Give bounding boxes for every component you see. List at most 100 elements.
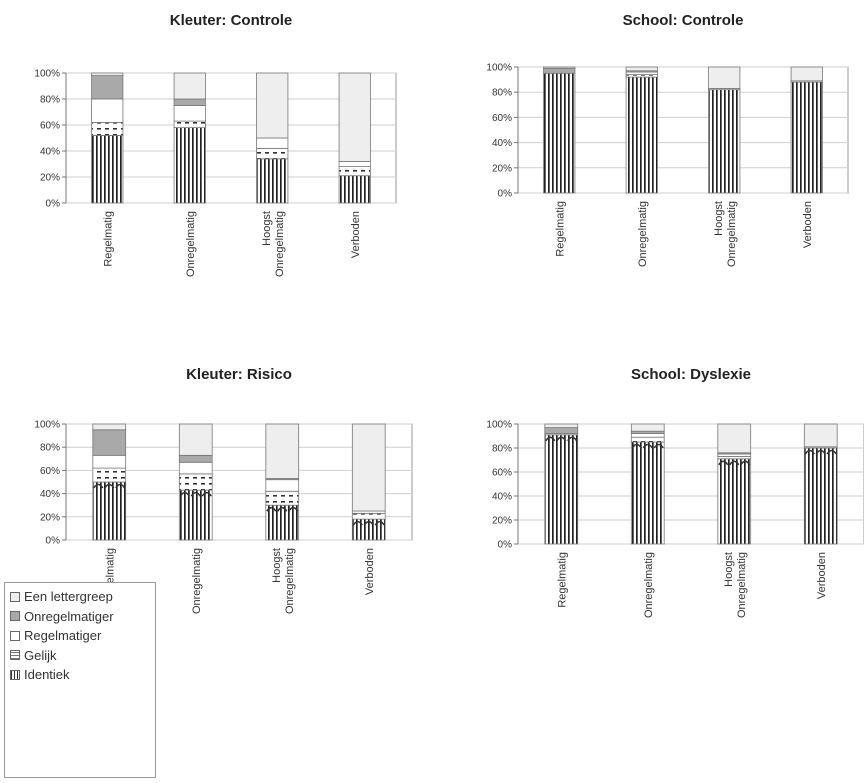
bar-segment-een-lettergreep xyxy=(338,72,371,162)
bar-segment-identiek xyxy=(544,434,579,545)
bar-segment-identiek xyxy=(717,458,752,545)
category-label: Onregelmatig xyxy=(274,211,286,277)
stripe-cap xyxy=(179,491,190,497)
bar-segment-identiek xyxy=(803,447,838,545)
category-label: Onregelmatig xyxy=(736,552,748,618)
bar-segment-gelijk xyxy=(265,490,300,506)
bar-segment-een-lettergreep xyxy=(265,423,300,479)
stripe-cap xyxy=(631,443,642,449)
y-tick-label: 100% xyxy=(34,69,60,80)
legend-item: Een lettergreep xyxy=(10,587,150,607)
y-tick-label: 20% xyxy=(40,173,60,184)
bar-segment-een-lettergreep xyxy=(91,72,124,76)
stripe-cap xyxy=(804,449,815,455)
bar-segment-identiek xyxy=(625,76,658,194)
bar-segment-regelmatiger xyxy=(173,105,206,122)
bar-segment-regelmatiger xyxy=(91,98,124,123)
category-label: Onregelmatig xyxy=(637,201,649,267)
y-tick-label: 40% xyxy=(40,489,60,500)
legend-swatch xyxy=(10,650,20,661)
bar-segment-identiek xyxy=(338,175,371,204)
bar-segment-regelmatiger xyxy=(92,454,127,469)
bar-segment-identiek xyxy=(630,441,665,545)
stripe-cap xyxy=(374,520,385,526)
y-tick-label: 0% xyxy=(46,199,61,210)
bar-segment-onregelmatiger xyxy=(544,427,579,434)
legend-item: Gelijk xyxy=(10,646,150,666)
y-tick-label: 0% xyxy=(498,540,513,551)
stripe-cap xyxy=(642,443,653,449)
bar-segment-gelijk xyxy=(351,512,386,520)
stripe-cap xyxy=(729,460,740,466)
stripe-cap xyxy=(104,483,115,489)
bar-segment-een-lettergreep xyxy=(544,423,579,428)
chart-school-controle: School: Controle 0% 20% 40% 60% 80% 100% Regelm… xyxy=(486,12,849,267)
y-tick-label: 100% xyxy=(486,420,512,431)
bar-segment-regelmatiger xyxy=(178,461,213,475)
category-label: Verboden xyxy=(816,552,828,599)
bar-segment-een-lettergreep xyxy=(708,66,741,89)
category-label: Regelmatig xyxy=(102,211,114,267)
legend-swatch xyxy=(10,630,20,641)
category-label: Hoogst xyxy=(723,552,735,587)
legend-swatch xyxy=(10,611,20,622)
legend-swatch xyxy=(10,669,20,680)
y-tick-label: 0% xyxy=(498,189,513,200)
legend-item: Identiek xyxy=(10,665,150,685)
stripe-cap xyxy=(653,443,664,449)
bar-segment-een-lettergreep xyxy=(543,66,576,69)
stripe-cap xyxy=(277,506,288,512)
bar-segment-gelijk xyxy=(256,147,289,160)
bar-segment-een-lettergreep xyxy=(178,423,213,456)
bar-segment-identiek xyxy=(790,81,823,194)
bar-segment-een-lettergreep xyxy=(625,66,658,72)
category-label: Hoogst xyxy=(713,201,725,236)
y-tick-label: 60% xyxy=(492,468,512,479)
legend: Een lettergreep Onregelmatiger Regelmati… xyxy=(4,582,156,778)
stripe-cap xyxy=(115,483,126,489)
category-label: Onregelmatig xyxy=(185,211,197,277)
legend-swatch xyxy=(10,591,20,602)
y-tick-label: 80% xyxy=(40,443,60,454)
bar-segment-onregelmatiger xyxy=(173,98,206,106)
y-tick-label: 40% xyxy=(492,138,512,149)
y-tick-label: 20% xyxy=(492,163,512,174)
bar-segment-een-lettergreep xyxy=(256,72,289,139)
chart-kleuter-risico: Kleuter: Risico0%20%40%60%80%100%Regelma… xyxy=(34,366,413,614)
chart-title: Kleuter: Risico xyxy=(186,366,292,383)
bar-segment-een-lettergreep xyxy=(803,423,838,448)
y-tick-label: 40% xyxy=(40,147,60,158)
y-tick-label: 80% xyxy=(40,95,60,106)
stripe-cap xyxy=(718,460,729,466)
legend-label: Gelijk xyxy=(24,647,57,663)
legend-item: Onregelmatiger xyxy=(10,607,150,627)
category-label: Regelmatig xyxy=(554,201,566,257)
bar-segment-identiek xyxy=(173,127,206,204)
bar-segment-regelmatiger xyxy=(630,433,665,438)
category-label: Onregelmatig xyxy=(191,548,203,614)
category-label: Hoogst xyxy=(261,211,273,246)
y-tick-label: 40% xyxy=(492,492,512,503)
bar-segment-onregelmatiger xyxy=(92,429,127,456)
bar-segment-gelijk xyxy=(92,467,127,483)
legend-label: Regelmatiger xyxy=(24,628,102,644)
bar-segment-regelmatiger xyxy=(265,479,300,492)
bar-segment-onregelmatiger xyxy=(543,67,576,74)
bar-segment-gelijk xyxy=(173,120,206,128)
stripe-cap xyxy=(288,506,299,512)
bar-segment-een-lettergreep xyxy=(351,423,386,512)
y-tick-label: 60% xyxy=(40,466,60,477)
legend-label: Onregelmatiger xyxy=(24,608,114,624)
bar-segment-identiek xyxy=(256,158,289,204)
bar-segment-identiek xyxy=(178,489,213,541)
stripe-cap xyxy=(352,520,363,526)
stripe-cap xyxy=(567,436,578,442)
y-tick-label: 80% xyxy=(492,444,512,455)
legend-label: Een lettergreep xyxy=(24,589,113,605)
bar-segment-regelmatiger xyxy=(256,137,289,149)
chart-title: School: Dyslexie xyxy=(631,366,751,383)
y-tick-label: 60% xyxy=(40,121,60,132)
chart-title: School: Controle xyxy=(623,12,744,29)
bar-segment-een-lettergreep xyxy=(717,423,752,454)
